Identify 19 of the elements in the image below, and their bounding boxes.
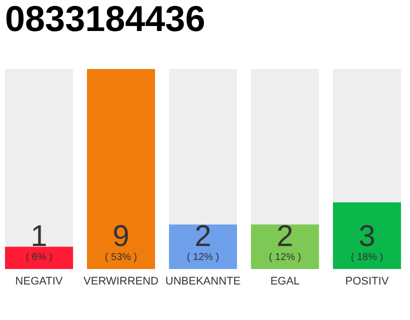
annotation: ( 12% ) [186,252,220,263]
data-label: 1 [30,220,48,253]
data-label: 3 [358,220,376,253]
annotation: ( 6% ) [26,252,52,263]
bar [168,224,238,269]
data-label: 2 [276,220,294,253]
x-tick-label: POSITIV [345,276,390,288]
annotation: ( 12% ) [268,252,302,263]
data-label: 2 [194,220,212,253]
x-tick-label: VERWIRREND [84,276,159,288]
x-tick-label: UNBEKANNTE [165,276,241,288]
bar [250,224,320,269]
x-tick-label: EGAL [270,276,300,288]
x-tick-label: NEGATIV [15,276,64,288]
annotation: ( 18% ) [350,252,384,263]
annotation: ( 53% ) [104,252,138,263]
data-label: 9 [112,220,130,253]
chart-title: 0833184436 [5,0,206,39]
bar [5,246,74,269]
